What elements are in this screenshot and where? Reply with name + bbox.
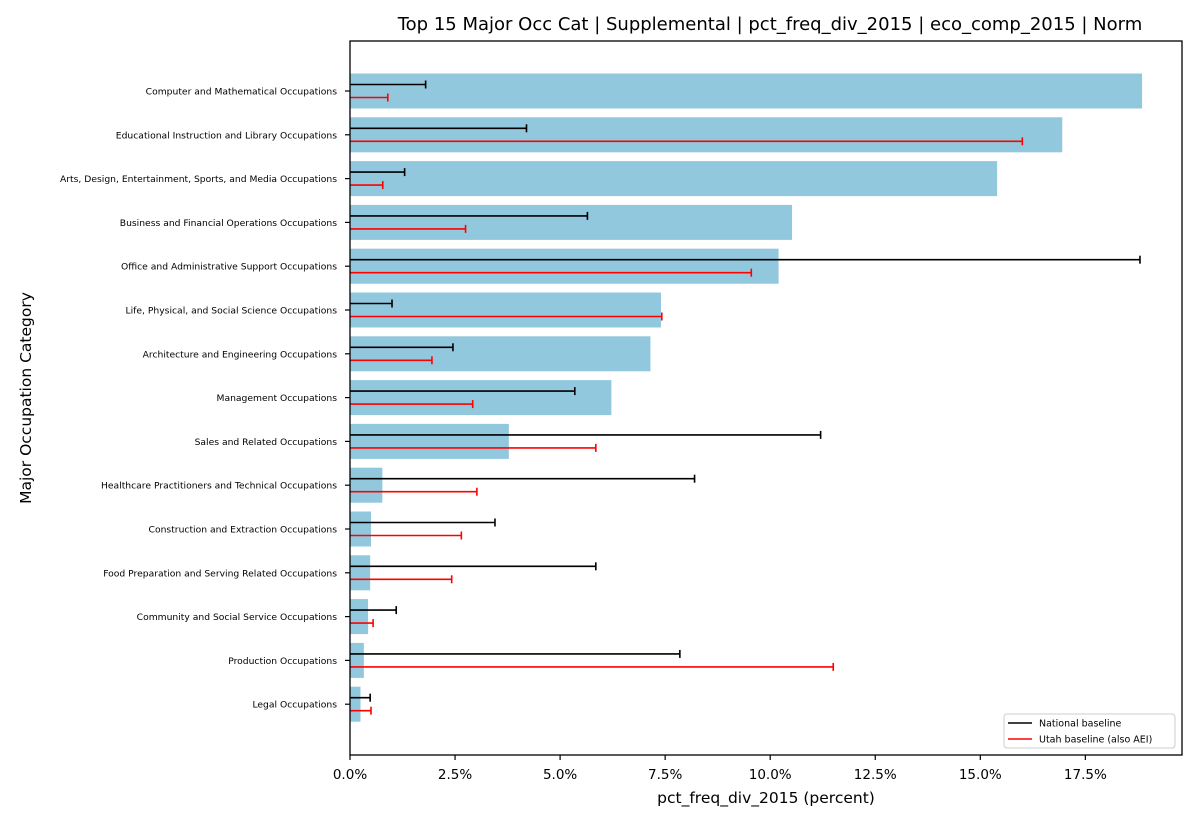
bar-10 (350, 467, 383, 503)
category-label: Arts, Design, Entertainment, Sports, and… (60, 174, 337, 185)
legend-label-1: National baseline (1039, 719, 1122, 730)
category-label: Computer and Mathematical Occupations (146, 87, 338, 98)
category-label: Legal Occupations (252, 700, 337, 711)
x-tick-label: 0.0% (333, 767, 367, 783)
x-tick-label: 5.0% (543, 767, 577, 783)
bar-4 (350, 204, 793, 240)
bar-14 (350, 642, 364, 678)
chart-title: Top 15 Major Occ Cat | Supplemental | pc… (397, 14, 1143, 35)
legend-box (1003, 713, 1176, 749)
bar-2 (350, 117, 1063, 153)
bar-6 (350, 292, 661, 328)
x-axis-label: pct_freq_div_2015 (percent) (657, 789, 875, 808)
category-label: Community and Social Service Occupations (137, 612, 338, 623)
category-label: Management Occupations (217, 393, 338, 404)
bar-9 (350, 423, 509, 459)
category-label: Architecture and Engineering Occupations (143, 349, 338, 360)
category-label: Food Preparation and Serving Related Occ… (103, 568, 337, 579)
bar-13 (350, 599, 369, 635)
category-label: Construction and Extraction Occupations (149, 525, 338, 536)
x-tick-label: 17.5% (1064, 767, 1107, 783)
category-label: Educational Instruction and Library Occu… (116, 130, 337, 141)
x-tick-label: 7.5% (648, 767, 682, 783)
category-label: Life, Physical, and Social Science Occup… (125, 306, 337, 317)
category-label: Production Occupations (228, 656, 337, 667)
bar-15 (350, 686, 361, 722)
bar-1 (350, 73, 1143, 109)
x-tick-label: 12.5% (854, 767, 897, 783)
x-tick-label: 2.5% (438, 767, 472, 783)
category-label: Healthcare Practitioners and Technical O… (101, 481, 337, 492)
y-axis-label: Major Occupation Category (17, 292, 35, 504)
bar-12 (350, 555, 371, 591)
bar-3 (350, 161, 998, 197)
bar-5 (350, 248, 779, 284)
category-label: Office and Administrative Support Occupa… (121, 262, 337, 273)
bar-7 (350, 336, 651, 372)
category-label: Sales and Related Occupations (195, 437, 338, 448)
bar-11 (350, 511, 372, 547)
legend-label-2: Utah baseline (also AEI) (1039, 735, 1152, 746)
bar-8 (350, 380, 612, 416)
x-tick-label: 15.0% (959, 767, 1002, 783)
category-label: Business and Financial Operations Occupa… (120, 218, 337, 229)
x-tick-label: 10.0% (749, 767, 792, 783)
